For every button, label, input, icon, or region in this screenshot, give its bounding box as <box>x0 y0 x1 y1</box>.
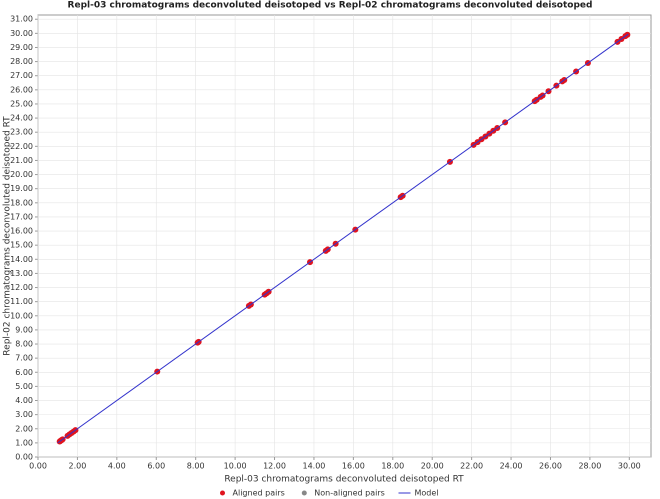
y-tick-label: 30.00 <box>10 29 33 38</box>
legend-label: Non-aligned pairs <box>314 489 385 498</box>
x-tick-label: 12.00 <box>263 462 286 471</box>
y-tick-label: 21.00 <box>10 156 33 165</box>
legend-swatch <box>301 490 307 496</box>
y-tick-label: 14.00 <box>10 255 33 264</box>
y-tick-label: 25.00 <box>10 99 33 108</box>
y-tick-label: 19.00 <box>10 184 33 193</box>
y-tick-label: 1.00 <box>15 438 33 447</box>
y-tick-label: 12.00 <box>10 283 33 292</box>
x-tick-label: 14.00 <box>302 462 325 471</box>
y-tick-label: 24.00 <box>10 114 33 123</box>
y-tick-label: 5.00 <box>15 382 33 391</box>
y-tick-label: 27.00 <box>10 71 33 80</box>
y-axis-label: Repl-02 chromatograms deconvoluted deiso… <box>3 116 13 356</box>
y-tick-label: 31.00 <box>10 15 33 24</box>
y-tick-label: 0.00 <box>15 453 33 462</box>
model-line <box>57 33 629 444</box>
y-tick-label: 26.00 <box>10 85 33 94</box>
y-tick-label: 6.00 <box>15 368 33 377</box>
y-tick-label: 15.00 <box>10 241 33 250</box>
x-tick-label: 16.00 <box>342 462 365 471</box>
x-axis-label: Repl-03 chromatograms deconvoluted deiso… <box>224 475 464 485</box>
y-tick-label: 28.00 <box>10 57 33 66</box>
x-tick-label: 8.00 <box>187 462 205 471</box>
x-tick-label: 30.00 <box>618 462 641 471</box>
x-tick-label: 24.00 <box>500 462 523 471</box>
y-tick-label: 22.00 <box>10 142 33 151</box>
chart-title: Repl-03 chromatograms deconvoluted deiso… <box>68 1 593 11</box>
y-tick-label: 13.00 <box>10 269 33 278</box>
y-tick-label: 29.00 <box>10 43 33 52</box>
x-tick-label: 6.00 <box>147 462 165 471</box>
x-tick-label: 4.00 <box>108 462 126 471</box>
x-tick-label: 0.00 <box>29 462 47 471</box>
y-tick-label: 2.00 <box>15 424 33 433</box>
y-tick-label: 16.00 <box>10 227 33 236</box>
x-tick-label: 22.00 <box>460 462 483 471</box>
y-tick-label: 8.00 <box>15 340 33 349</box>
y-tick-label: 11.00 <box>10 297 33 306</box>
legend-label: Model <box>415 489 439 498</box>
y-tick-label: 4.00 <box>15 396 33 405</box>
legend-swatch <box>220 490 225 496</box>
y-tick-label: 9.00 <box>15 325 33 334</box>
y-tick-label: 20.00 <box>10 170 33 179</box>
x-tick-label: 20.00 <box>421 462 444 471</box>
y-tick-label: 7.00 <box>15 354 33 363</box>
x-tick-label: 18.00 <box>381 462 404 471</box>
y-tick-label: 10.00 <box>10 311 33 320</box>
legend-label: Aligned pairs <box>233 489 285 498</box>
x-tick-label: 26.00 <box>539 462 562 471</box>
x-tick-label: 10.00 <box>224 462 247 471</box>
y-tick-label: 17.00 <box>10 212 33 221</box>
y-tick-label: 3.00 <box>15 410 33 419</box>
x-tick-label: 2.00 <box>69 462 87 471</box>
x-tick-label: 28.00 <box>578 462 601 471</box>
y-tick-label: 18.00 <box>10 198 33 207</box>
y-tick-label: 23.00 <box>10 128 33 137</box>
